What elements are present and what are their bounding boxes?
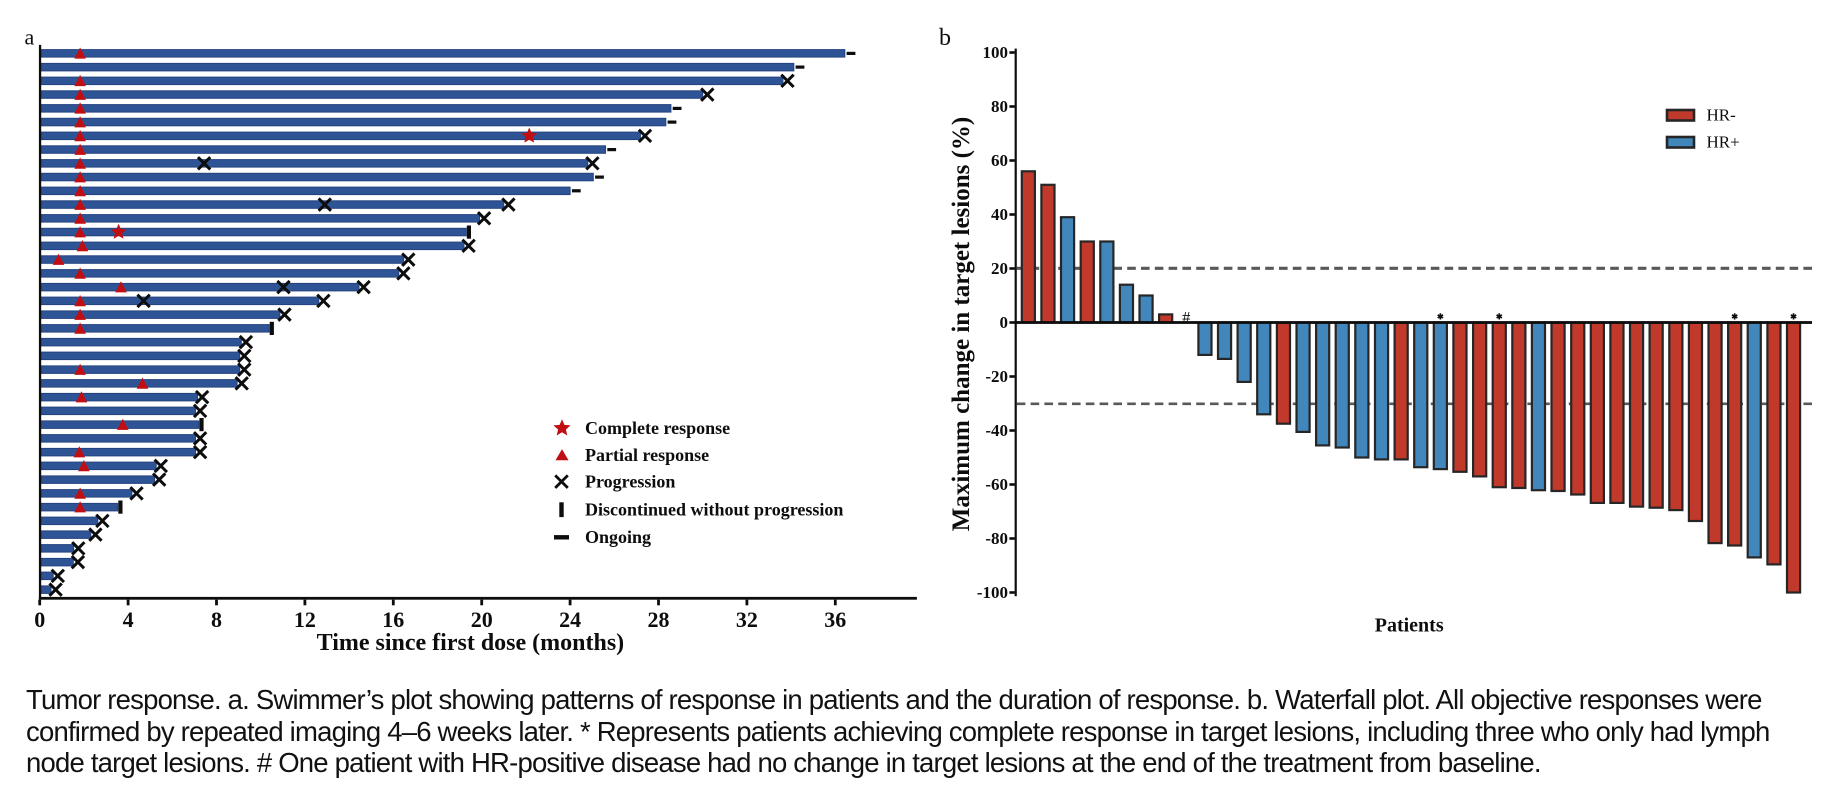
svg-text:Progression: Progression [585,472,675,492]
svg-text:HR+: HR+ [1707,133,1740,152]
svg-text:20: 20 [471,607,493,632]
svg-text:Ongoing: Ongoing [585,527,651,547]
svg-text:Time since first dose (months): Time since first dose (months) [317,630,625,656]
svg-text:12: 12 [294,607,316,632]
svg-text:-100: -100 [977,583,1008,602]
svg-text:40: 40 [991,205,1008,224]
svg-text:20: 20 [991,259,1008,278]
svg-text:-80: -80 [985,529,1008,548]
svg-text:16: 16 [382,607,404,632]
svg-text:0: 0 [34,607,45,632]
svg-text:Patients: Patients [1375,615,1444,637]
svg-text:Partial response: Partial response [585,445,709,465]
svg-text:28: 28 [648,607,670,632]
svg-text:-60: -60 [985,475,1008,494]
svg-text:Maximum change in target lesio: Maximum change in target lesions (%) [948,117,975,532]
svg-text:4: 4 [123,607,134,632]
svg-text:#: # [1182,308,1190,327]
svg-text:0: 0 [1000,313,1009,332]
svg-text:HR-: HR- [1707,106,1737,125]
svg-text:-20: -20 [985,367,1008,386]
svg-text:a: a [25,25,35,50]
svg-text:32: 32 [736,607,758,632]
svg-text:Discontinued without progressi: Discontinued without progression [585,500,843,520]
svg-text:80: 80 [991,97,1008,116]
svg-text:Complete response: Complete response [585,418,730,438]
svg-text:b: b [939,25,951,51]
svg-text:-40: -40 [985,421,1008,440]
svg-text:36: 36 [824,607,846,632]
svg-text:100: 100 [983,43,1009,62]
svg-text:24: 24 [559,607,581,632]
svg-text:8: 8 [211,607,222,632]
svg-text:60: 60 [991,151,1008,170]
